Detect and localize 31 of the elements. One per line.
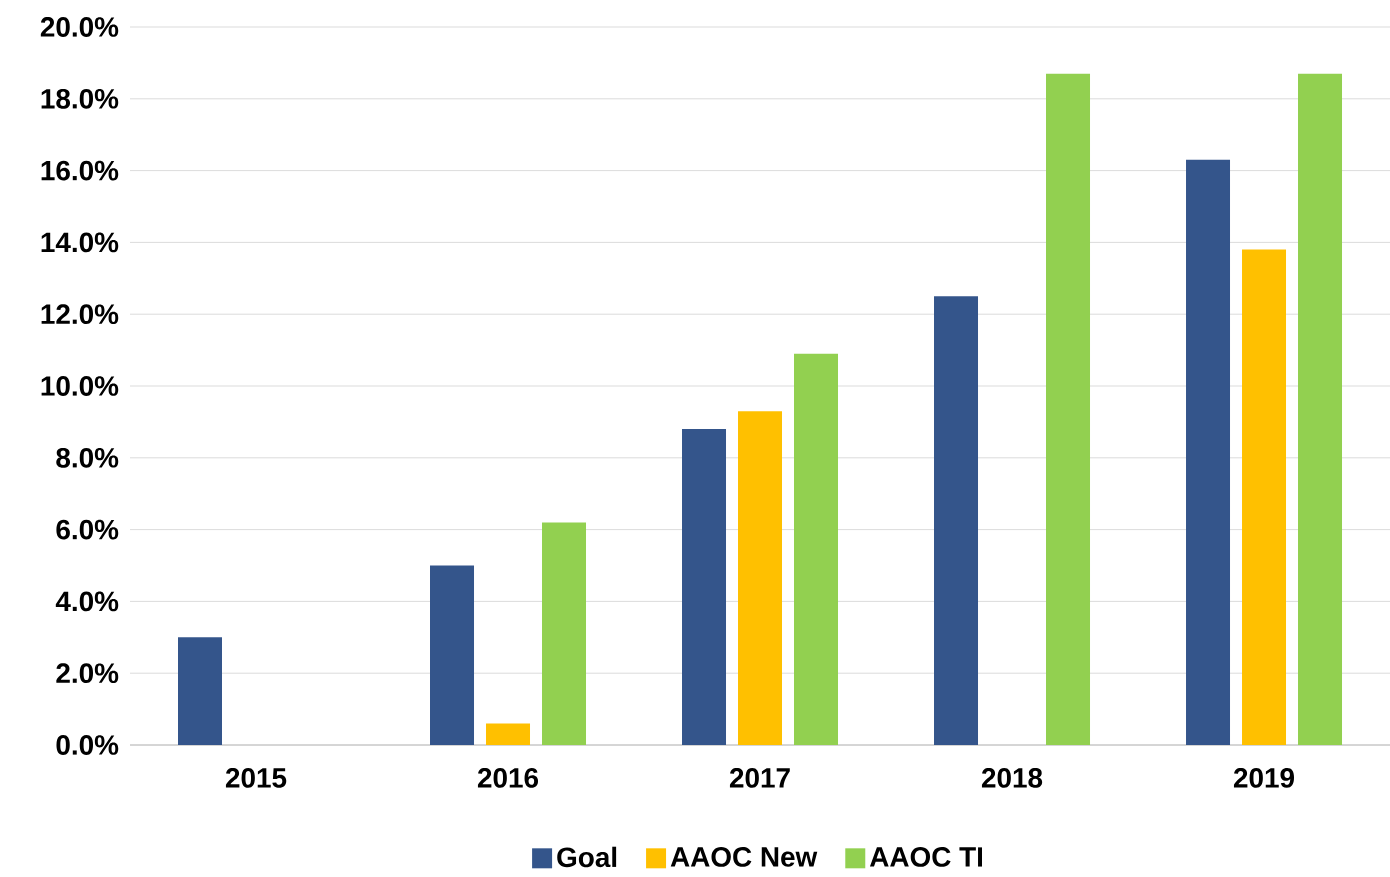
x-tick-label: 2018 (981, 768, 1043, 788)
bar (934, 296, 979, 745)
legend-label: AAOC New (670, 847, 818, 867)
y-tick-label: 20.0% (40, 17, 119, 37)
bar (1242, 249, 1287, 745)
bar (178, 637, 222, 745)
y-tick-label: 6.0% (56, 519, 119, 540)
y-tick-label: 10.0% (41, 376, 119, 396)
bar (738, 411, 783, 745)
y-tick-label: 4.0% (55, 591, 119, 612)
x-tick-label: 2015 (225, 768, 287, 788)
x-tick-label: 2017 (729, 768, 790, 788)
bar (794, 353, 839, 745)
y-tick-label: 12.0% (41, 304, 119, 325)
bar (1186, 159, 1231, 745)
bar (542, 522, 587, 745)
y-tick-label: 2.0% (56, 663, 119, 684)
bar (1298, 73, 1343, 745)
bar (682, 429, 727, 745)
x-tick-label: 2016 (477, 768, 539, 788)
bar (486, 723, 531, 745)
x-tick-label: 2019 (1233, 768, 1295, 788)
y-tick-label: 0.0% (56, 735, 119, 755)
legend-label: AAOC TI (869, 847, 983, 867)
bar (1046, 73, 1091, 745)
legend-label: Goal (557, 846, 617, 868)
y-tick-label: 16.0% (41, 160, 119, 181)
y-tick-label: 14.0% (41, 232, 119, 253)
bar (430, 565, 475, 745)
y-tick-label: 18.0% (41, 88, 119, 109)
y-tick-label: 8.0% (56, 447, 119, 468)
